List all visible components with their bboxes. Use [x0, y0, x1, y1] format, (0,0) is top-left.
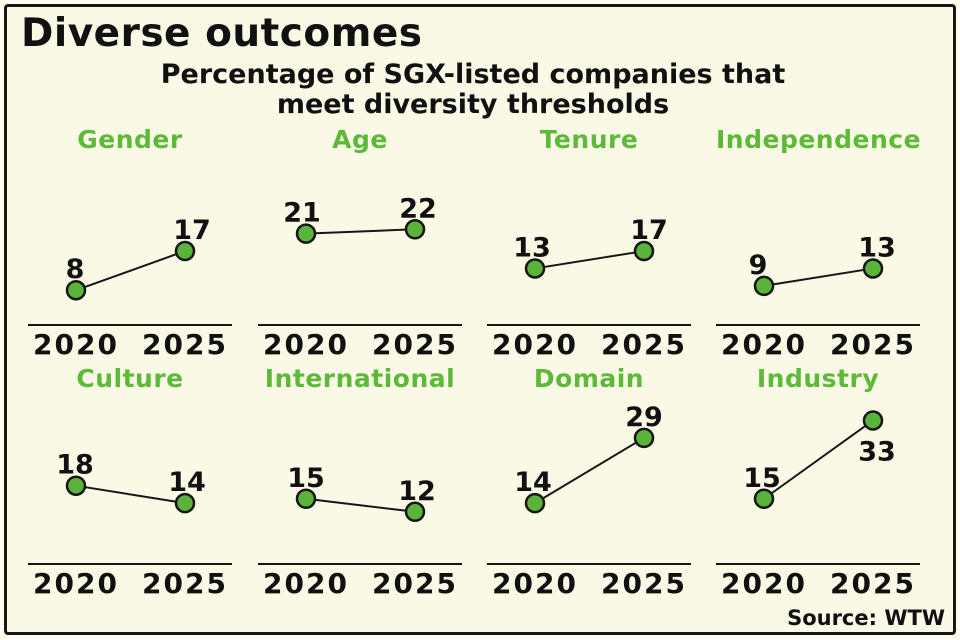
trend-line — [305, 228, 416, 235]
data-point-2025 — [633, 240, 655, 262]
trend-line — [763, 419, 874, 500]
line-chart-domain: 14 29 — [487, 402, 691, 565]
line-chart-tenure: 13 17 — [487, 215, 691, 326]
data-point-2020 — [65, 475, 87, 496]
x-tick-labels: 2020 2025 — [28, 330, 232, 360]
value-label-2025: 33 — [858, 436, 896, 467]
x-tick-2020: 2020 — [721, 328, 807, 361]
value-label-2025: 14 — [168, 467, 206, 498]
x-tick-2020: 2020 — [492, 567, 578, 600]
data-point-2025 — [633, 427, 655, 449]
value-label-2020: 15 — [287, 463, 325, 494]
x-tick-labels: 2020 2025 — [28, 569, 232, 599]
value-label-2025: 13 — [858, 232, 896, 263]
x-tick-labels: 2020 2025 — [716, 330, 920, 360]
panel-industry: Industry 15 33 2020 2025 — [716, 364, 920, 599]
chart-subtitle: Percentage of SGX-listed companies that … — [7, 60, 939, 120]
value-label-2020: 14 — [514, 467, 552, 498]
trend-line — [763, 267, 874, 287]
data-point-2020 — [295, 223, 317, 244]
data-point-2020 — [524, 492, 546, 514]
data-point-2025 — [862, 258, 884, 279]
line-chart-age: 21 22 — [258, 193, 462, 326]
x-tick-labels: 2020 2025 — [487, 330, 691, 360]
x-tick-labels: 2020 2025 — [258, 569, 462, 599]
value-label-2025: 12 — [398, 476, 436, 507]
category-label-culture: Culture — [76, 364, 184, 393]
value-label-2020: 15 — [743, 463, 781, 494]
panel-domain: Domain 14 29 2020 2025 — [487, 364, 691, 599]
value-label-2020: 8 — [66, 254, 85, 285]
x-tick-2020: 2020 — [721, 567, 807, 600]
x-tick-2025: 2025 — [142, 328, 228, 361]
panel-international: International 15 12 2020 2025 — [258, 364, 462, 599]
x-tick-2025: 2025 — [372, 567, 458, 600]
data-point-2025 — [404, 501, 426, 523]
data-point-2020 — [524, 258, 546, 279]
data-point-2025 — [174, 492, 196, 514]
x-tick-labels: 2020 2025 — [258, 330, 462, 360]
subtitle-line-1: Percentage of SGX-listed companies that — [160, 59, 786, 90]
value-label-2025: 17 — [173, 215, 211, 246]
category-label-domain: Domain — [533, 364, 645, 393]
x-tick-2020: 2020 — [33, 328, 119, 361]
x-tick-2020: 2020 — [263, 567, 349, 600]
data-point-2025 — [862, 410, 884, 431]
trend-line — [75, 484, 186, 505]
data-point-2020 — [753, 275, 775, 297]
x-tick-2025: 2025 — [830, 567, 916, 600]
x-tick-2020: 2020 — [492, 328, 578, 361]
x-tick-2020: 2020 — [263, 328, 349, 361]
data-point-2020 — [295, 488, 317, 509]
chart-title: Diverse outcomes — [21, 11, 423, 56]
data-point-2025 — [404, 219, 426, 240]
x-tick-2025: 2025 — [601, 567, 687, 600]
x-tick-labels: 2020 2025 — [487, 569, 691, 599]
value-label-2020: 9 — [749, 250, 768, 281]
panel-independence: Independence 9 13 2020 2025 — [716, 125, 922, 360]
chart-frame: Diverse outcomes Percentage of SGX-liste… — [4, 4, 956, 635]
category-label-industry: Industry — [756, 364, 880, 393]
category-label-international: International — [264, 364, 456, 393]
value-label-2020: 21 — [283, 198, 321, 229]
x-tick-2020: 2020 — [33, 567, 119, 600]
x-tick-2025: 2025 — [830, 328, 916, 361]
panel-culture: Culture 18 14 2020 2025 — [28, 364, 232, 599]
subtitle-line-2: meet diversity thresholds — [276, 89, 670, 120]
panel-age: Age 21 22 2020 2025 — [258, 125, 462, 360]
line-chart-international: 15 12 — [258, 463, 462, 565]
value-label-2020: 13 — [513, 232, 551, 263]
source-credit: Source: WTW — [787, 606, 945, 630]
trend-line — [75, 250, 186, 292]
data-point-2025 — [174, 240, 196, 262]
category-label-independence: Independence — [716, 125, 922, 154]
category-label-age: Age — [332, 125, 388, 154]
data-point-2020 — [753, 488, 775, 509]
trend-line — [305, 497, 416, 513]
x-tick-2025: 2025 — [142, 567, 228, 600]
value-label-2020: 18 — [56, 450, 94, 481]
line-chart-independence: 9 13 — [716, 232, 920, 326]
panel-gender: Gender 8 17 2020 2025 — [28, 125, 232, 360]
value-label-2025: 17 — [630, 215, 668, 246]
line-chart-gender: 8 17 — [28, 215, 232, 326]
panel-tenure: Tenure 13 17 2020 2025 — [487, 125, 691, 360]
trend-line — [534, 436, 645, 505]
data-point-2020 — [65, 279, 87, 301]
value-label-2025: 22 — [399, 193, 437, 224]
x-tick-2025: 2025 — [601, 328, 687, 361]
category-label-tenure: Tenure — [539, 125, 639, 154]
x-tick-labels: 2020 2025 — [716, 569, 920, 599]
value-label-2025: 29 — [625, 402, 663, 433]
trend-line — [534, 250, 645, 270]
category-label-gender: Gender — [77, 125, 183, 154]
x-tick-2025: 2025 — [372, 328, 458, 361]
